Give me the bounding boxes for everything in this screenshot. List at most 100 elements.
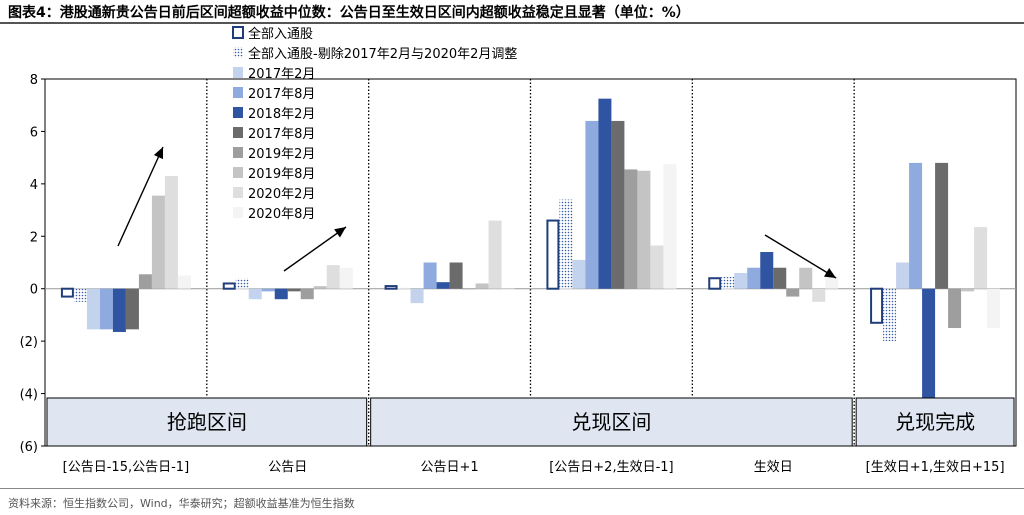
bar <box>235 278 249 289</box>
y-tick-label: 6 <box>30 125 38 140</box>
bar <box>786 288 800 297</box>
bar <box>410 288 424 304</box>
bar <box>475 283 489 289</box>
bar <box>501 288 515 290</box>
bar <box>909 162 923 289</box>
x-tick-label: [公告日-15,公告日-1] <box>63 460 189 475</box>
band-box <box>370 397 853 447</box>
bar <box>384 285 398 290</box>
bar <box>961 288 975 292</box>
bar <box>300 288 314 300</box>
y-tick-label: 2 <box>30 230 38 245</box>
bar <box>248 288 262 300</box>
y-tick-label: 0 <box>30 283 38 298</box>
trend-arrow-head <box>824 268 836 278</box>
trend-arrow-line <box>764 234 837 279</box>
bar <box>825 275 839 289</box>
title-rule <box>0 22 1024 24</box>
legend-swatch <box>233 167 243 178</box>
bar <box>274 288 288 300</box>
bar <box>747 267 761 289</box>
legend-label: 2017年8月 <box>248 127 315 142</box>
bar <box>585 120 599 289</box>
bar <box>896 262 910 289</box>
bar <box>572 259 586 289</box>
bar <box>870 287 884 324</box>
band-label: 兑现完成 <box>895 410 975 434</box>
x-tick-label: [公告日+2,生效日-1] <box>549 460 673 475</box>
bar <box>799 267 813 289</box>
trend-arrow-line <box>117 146 164 247</box>
bar <box>261 288 275 292</box>
bar <box>449 262 463 289</box>
chart-title: 图表4：港股通新贵公告日前后区间超额收益中位数：公告日至生效日区间内超额收益稳定… <box>8 5 690 21</box>
bar <box>637 170 651 289</box>
bar <box>611 120 625 289</box>
legend-label: 2019年2月 <box>248 147 315 162</box>
y-tick-label: (4) <box>20 388 38 403</box>
bar <box>708 277 722 290</box>
bar <box>987 288 1001 329</box>
legend-swatch <box>232 26 244 39</box>
bar <box>734 272 748 289</box>
legend-swatch <box>233 187 243 198</box>
legend-swatch <box>233 67 243 78</box>
bar <box>650 245 664 289</box>
legend-swatch <box>233 47 243 58</box>
bar <box>339 267 353 289</box>
bar <box>86 288 100 330</box>
band-label: 兑现区间 <box>571 410 651 434</box>
bar <box>151 195 165 289</box>
bar <box>974 227 988 289</box>
bar <box>812 288 826 302</box>
legend-swatch <box>233 147 243 158</box>
legend-swatch <box>233 127 243 138</box>
bar <box>73 288 87 302</box>
band-box <box>855 397 1015 447</box>
bar <box>935 162 949 289</box>
bar <box>488 220 502 289</box>
legend-swatch <box>233 87 243 98</box>
bar <box>397 287 411 289</box>
bar <box>287 288 301 292</box>
y-tick-label: 8 <box>30 73 38 88</box>
bar <box>948 288 962 329</box>
x-tick-label: 公告日 <box>268 460 307 475</box>
bar <box>462 288 476 290</box>
legend-label: 2017年8月 <box>248 87 315 102</box>
y-tick-label: 4 <box>30 178 38 193</box>
bar <box>922 288 936 410</box>
bar <box>60 287 74 298</box>
bar <box>423 262 437 289</box>
footer-rule <box>0 488 1024 489</box>
bar <box>112 288 126 332</box>
bar <box>177 275 191 289</box>
bar <box>138 274 152 289</box>
bar <box>436 282 450 289</box>
bar <box>598 98 612 289</box>
legend-label: 2020年8月 <box>248 207 315 222</box>
bar <box>760 252 774 289</box>
y-tick-label: (6) <box>20 440 38 455</box>
bar <box>164 175 178 289</box>
band-box <box>46 397 368 447</box>
bar <box>773 267 787 289</box>
bar <box>721 276 735 289</box>
bar <box>624 169 638 289</box>
legend-swatch <box>233 207 243 218</box>
band-label: 抢跑区间 <box>167 410 247 434</box>
bar <box>326 265 340 289</box>
bar <box>99 288 113 330</box>
bar <box>883 288 897 342</box>
bar <box>125 288 139 330</box>
bar <box>313 286 327 289</box>
legend-label: 2018年2月 <box>248 107 315 122</box>
legend-label: 全部入通股-剔除2017年2月与2020年2月调整 <box>248 46 517 62</box>
bar <box>663 164 677 289</box>
trend-arrow-head <box>334 227 346 238</box>
legend-swatch <box>233 107 243 118</box>
trend-arrow-head <box>153 147 163 160</box>
y-tick-label: (2) <box>20 335 38 350</box>
legend-label: 2017年2月 <box>248 67 315 82</box>
